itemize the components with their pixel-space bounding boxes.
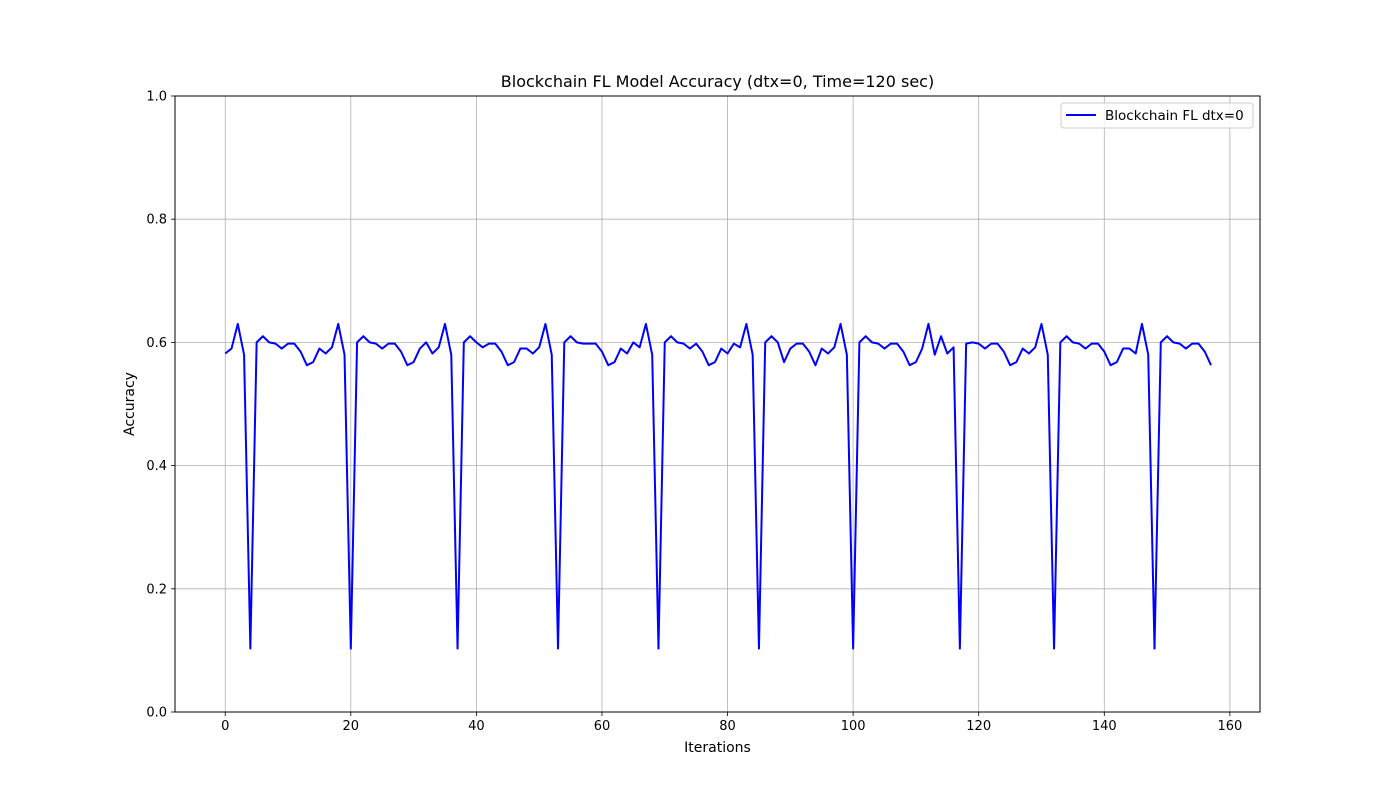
x-tick-label: 100	[841, 719, 866, 734]
legend-label: Blockchain FL dtx=0	[1105, 108, 1244, 124]
x-tick-label: 140	[1092, 719, 1117, 734]
x-tick-label: 80	[719, 719, 736, 734]
y-tick-label: 0.6	[146, 336, 167, 351]
axis-ticks: 0 20 40 60 80 100 120 140 160 0.0 0.2 0.4 0.6 0.8 1.0	[146, 90, 1242, 735]
y-tick-label: 0.4	[146, 459, 167, 474]
x-axis-label: Iterations	[684, 740, 751, 756]
x-tick-label: 120	[966, 719, 991, 734]
x-tick-label: 60	[594, 719, 611, 734]
y-tick-label: 0.2	[146, 582, 167, 597]
series-line	[224, 322, 1212, 650]
legend: Blockchain FL dtx=0	[1060, 102, 1254, 129]
y-tick-label: 1.0	[146, 90, 167, 105]
x-tick-label: 160	[1217, 719, 1242, 734]
x-tick-label: 20	[343, 719, 360, 734]
y-tick-label: 0.0	[146, 706, 167, 721]
y-axis-label: Accuracy	[122, 372, 138, 436]
legend-box	[1060, 102, 1254, 129]
series-layer	[224, 322, 1212, 650]
x-tick-label: 40	[468, 719, 485, 734]
x-tick-label: 0	[221, 719, 229, 734]
chart-title: Blockchain FL Model Accuracy (dtx=0, Tim…	[501, 72, 934, 91]
y-tick-label: 0.8	[146, 213, 167, 228]
plot-frame	[174, 95, 1261, 713]
